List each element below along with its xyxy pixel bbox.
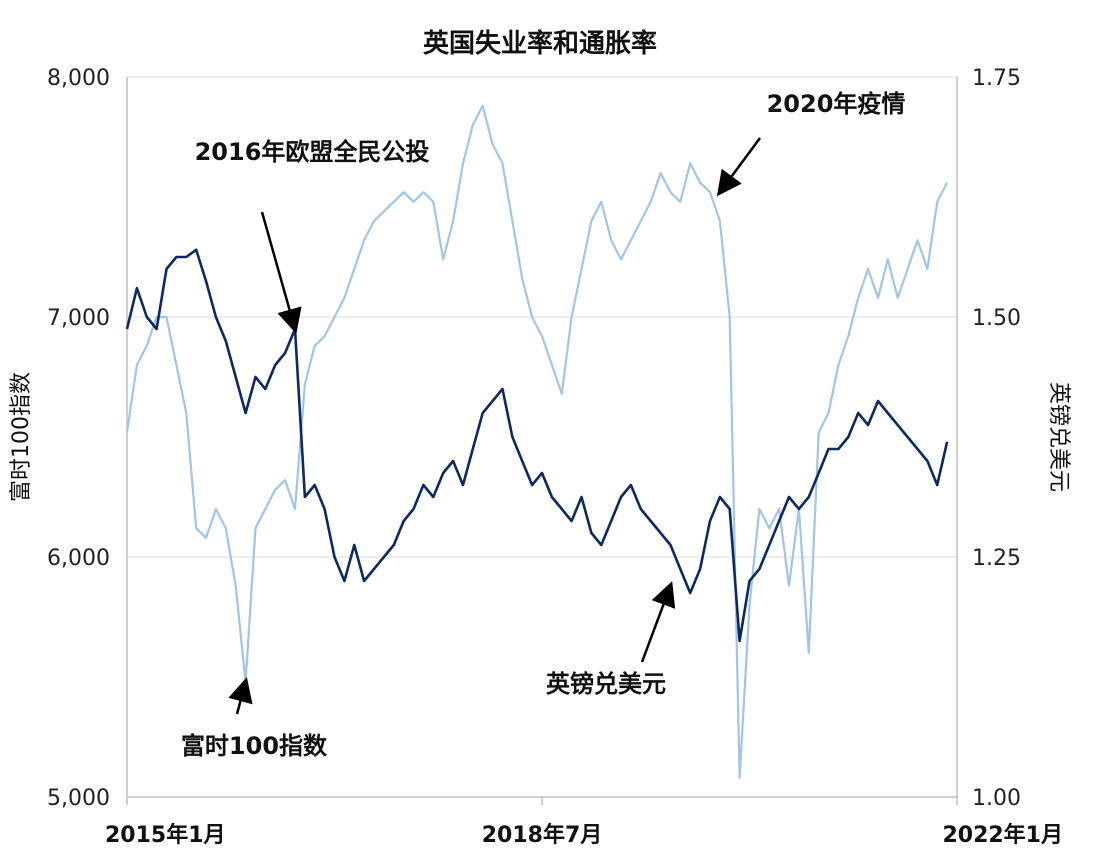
gridlines [127,76,957,558]
annotation-label: 富时100指数 [181,732,328,760]
y-left-tick-labels: 8,000 7,000 6,000 5,000 [47,66,110,811]
x-tick-labels: 2015年1月 2018年7月 2022年1月 [105,797,1063,848]
y-right-tick-label: 1.75 [972,66,1021,91]
annotation-label: 英镑兑美元 [546,670,666,698]
annotation-arrow [716,137,762,197]
annotation-arrow [228,676,253,715]
y-left-tick-label: 5,000 [47,786,110,811]
annotation-label: 2016年欧盟全民公投 [195,138,430,166]
y-right-tick-labels: 1.75 1.50 1.25 1.00 [972,66,1021,811]
annotation-arrow [640,581,676,663]
y-left-tick-label: 8,000 [47,66,110,91]
y-left-axis-title: 富时100指数 [9,372,34,502]
y-right-axis-title: 英镑兑美元 [1046,382,1071,492]
annotation-arrow [260,211,302,334]
y-left-tick-label: 6,000 [47,546,110,571]
y-right-tick-label: 1.00 [972,786,1021,811]
x-tick-label: 2018年7月 [482,822,603,848]
x-tick-label: 2015年1月 [105,822,226,848]
series-layer [125,104,949,779]
y-right-tick-label: 1.25 [972,546,1021,571]
y-left-tick-label: 7,000 [47,306,110,331]
ftse100-series-line [125,248,949,643]
chart-title: 英国失业率和通胀率 [423,28,657,59]
y-right-tick-label: 1.50 [972,306,1021,331]
x-tick-label: 2022年1月 [942,822,1063,848]
gbpusd-series-line [125,104,949,779]
annotation-label: 2020年疫情 [767,90,906,118]
